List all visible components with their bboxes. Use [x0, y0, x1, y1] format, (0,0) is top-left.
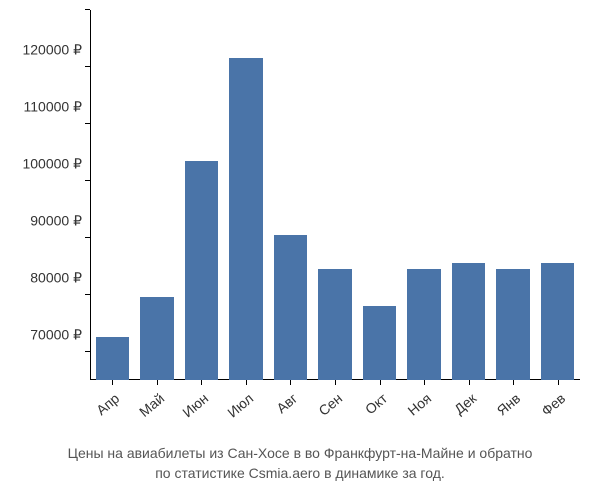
y-axis-label: 110000 ₽ — [24, 98, 82, 115]
x-axis-label: Янв — [494, 390, 524, 419]
plot-area — [90, 10, 580, 380]
bar — [452, 263, 485, 380]
y-axis-label: 100000 ₽ — [22, 155, 82, 172]
bar — [318, 269, 351, 380]
y-axis-label: 70000 ₽ — [30, 326, 82, 343]
x-axis-label: Ноя — [405, 390, 435, 419]
chart-container: 70000 ₽80000 ₽90000 ₽100000 ₽110000 ₽120… — [90, 10, 580, 380]
y-tick — [85, 66, 90, 67]
x-tick — [290, 380, 291, 385]
x-axis-label: Дек — [451, 390, 479, 417]
x-axis-label: Фев — [538, 390, 568, 419]
x-axis-label: Апр — [93, 390, 122, 418]
bar — [96, 337, 129, 380]
bar — [140, 297, 173, 380]
y-axis-label: 130000 ₽ — [22, 0, 82, 2]
x-tick — [157, 380, 158, 385]
x-tick — [201, 380, 202, 385]
x-axis-label: Май — [136, 390, 167, 420]
x-axis-label: Июл — [224, 390, 256, 421]
bar — [185, 161, 218, 380]
bar — [496, 269, 529, 380]
y-axis-label: 90000 ₽ — [30, 212, 82, 229]
x-tick — [380, 380, 381, 385]
y-tick — [85, 180, 90, 181]
y-tick — [85, 351, 90, 352]
y-axis-label: 80000 ₽ — [30, 269, 82, 286]
x-axis-label: Авг — [274, 390, 301, 416]
x-axis-label: Сен — [315, 390, 345, 419]
bar — [274, 235, 307, 380]
x-tick — [335, 380, 336, 385]
x-tick — [424, 380, 425, 385]
x-tick — [112, 380, 113, 385]
y-tick — [85, 237, 90, 238]
y-axis — [90, 10, 91, 380]
caption-line-1: Цены на авиабилеты из Сан-Хосе в во Фран… — [0, 445, 600, 461]
x-axis-label: Окт — [361, 390, 389, 417]
y-axis-label: 120000 ₽ — [22, 41, 82, 58]
bar — [229, 58, 262, 380]
x-tick — [246, 380, 247, 385]
bar — [541, 263, 574, 380]
x-axis-label: Июн — [180, 390, 212, 420]
x-tick — [513, 380, 514, 385]
x-tick — [469, 380, 470, 385]
bar — [407, 269, 440, 380]
caption-line-2: по статистике Csmia.aero в динамике за г… — [0, 465, 600, 481]
y-tick — [85, 9, 90, 10]
bar — [363, 306, 396, 380]
y-tick — [85, 123, 90, 124]
x-tick — [558, 380, 559, 385]
y-tick — [85, 294, 90, 295]
